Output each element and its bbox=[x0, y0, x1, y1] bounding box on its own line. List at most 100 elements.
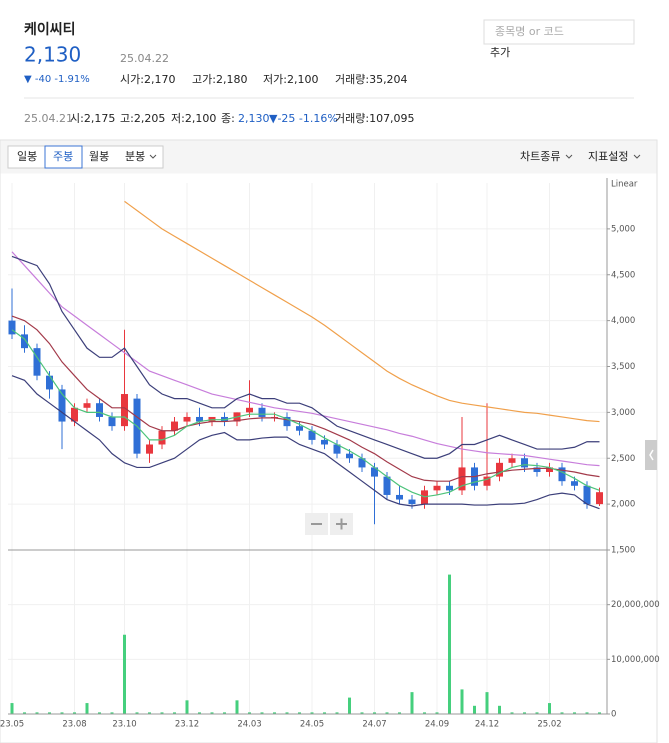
add-button[interactable]: 추가 bbox=[490, 46, 510, 59]
candle-body bbox=[521, 458, 528, 468]
zoom-in-icon bbox=[336, 518, 347, 530]
volume-bar bbox=[10, 703, 14, 714]
volume-bar bbox=[498, 705, 501, 714]
prev-field: 고:2,205 bbox=[120, 112, 165, 125]
volume-bar bbox=[435, 712, 439, 714]
volume-bar bbox=[85, 703, 89, 714]
scale-label: Linear bbox=[611, 180, 638, 190]
side-tab[interactable] bbox=[645, 440, 657, 470]
volume-bar bbox=[398, 712, 401, 714]
indicator-line bbox=[11, 375, 600, 510]
candle-body bbox=[358, 458, 366, 468]
x-tick-label: 24.07 bbox=[362, 720, 386, 730]
x-tick-label: 23.08 bbox=[62, 720, 86, 730]
prev-change: ▼-25 -1.16% bbox=[269, 112, 338, 125]
candle-body bbox=[383, 476, 391, 495]
candle-body bbox=[96, 403, 103, 417]
volume-bar bbox=[348, 697, 351, 714]
prev-field: 저:2,100 bbox=[171, 112, 216, 125]
volume-bar bbox=[360, 712, 364, 714]
candle-body bbox=[58, 389, 66, 422]
chevron bbox=[565, 154, 573, 159]
candle-body bbox=[571, 481, 578, 486]
volume-bar bbox=[560, 712, 564, 714]
x-tick-label: 25.02 bbox=[537, 720, 561, 730]
candle-body bbox=[121, 394, 128, 427]
indicator-line bbox=[11, 329, 600, 498]
volume-bar bbox=[485, 692, 489, 714]
candle-body bbox=[558, 467, 566, 482]
candle-body bbox=[33, 348, 41, 376]
candle-body bbox=[396, 494, 403, 500]
chevron bbox=[633, 154, 641, 159]
volume-bar bbox=[535, 712, 539, 714]
chart-frame bbox=[0, 139, 658, 743]
candle-body bbox=[21, 334, 28, 349]
candle-body bbox=[296, 426, 303, 431]
y-tick-label: 5,000 bbox=[611, 224, 635, 234]
volume-bar bbox=[460, 689, 464, 714]
candle-body bbox=[171, 421, 178, 431]
volume-bar bbox=[273, 712, 276, 714]
x-tick-label: 24.12 bbox=[475, 720, 499, 730]
x-tick-label: 24.03 bbox=[237, 720, 261, 730]
prev-volume: 거래량:107,095 bbox=[335, 112, 415, 125]
period-selected bbox=[44, 145, 83, 169]
prev-close-label: 종: bbox=[221, 112, 235, 125]
candle-body bbox=[258, 407, 266, 417]
candle-body bbox=[371, 467, 378, 477]
candle-body bbox=[108, 416, 116, 427]
quote-date: 25.04.22 bbox=[120, 52, 169, 65]
candle-body bbox=[196, 416, 203, 422]
indicator-line bbox=[11, 251, 600, 467]
candle-body bbox=[46, 375, 53, 390]
period-button[interactable]: 주봉 bbox=[53, 150, 73, 163]
volume-bar bbox=[410, 692, 414, 714]
volume-bar bbox=[260, 712, 264, 714]
volume-bar bbox=[210, 712, 214, 714]
period-button[interactable]: 분봉 bbox=[125, 150, 145, 163]
volume-bar bbox=[510, 712, 514, 714]
chart-type-menu[interactable]: 차트종류 bbox=[520, 150, 560, 163]
volume-bar bbox=[198, 712, 201, 714]
y-tick-label: 3,500 bbox=[611, 362, 635, 372]
quote-field: 저가:2,100 bbox=[263, 73, 318, 86]
volume-bar bbox=[598, 712, 601, 714]
candle-body bbox=[533, 467, 541, 473]
volume-bar bbox=[35, 712, 39, 714]
volume-bar bbox=[98, 712, 101, 714]
candle-body bbox=[408, 499, 416, 505]
x-tick-label: 23.05 bbox=[0, 720, 24, 730]
candle-body bbox=[158, 430, 166, 445]
volume-bar bbox=[223, 712, 226, 714]
quote-field: 시가:2,170 bbox=[120, 73, 175, 86]
volume-bar bbox=[185, 700, 189, 714]
volume-bar bbox=[60, 712, 64, 714]
search-box[interactable] bbox=[483, 19, 635, 45]
period-button[interactable]: 일봉 bbox=[17, 149, 37, 163]
y-tick-label: 4,000 bbox=[611, 316, 635, 326]
side-tab-arrow bbox=[649, 449, 654, 461]
volume-bar bbox=[573, 712, 576, 714]
volume-bar bbox=[23, 712, 26, 714]
candle-body bbox=[71, 407, 78, 422]
prev-field: 시:2,175 bbox=[70, 112, 115, 125]
volume-bar bbox=[523, 712, 526, 714]
stock-name: 케이씨티 bbox=[24, 21, 76, 38]
chevron bbox=[149, 154, 157, 159]
x-tick-label: 23.12 bbox=[175, 720, 199, 730]
candle-body bbox=[433, 485, 441, 491]
volume-bar bbox=[585, 712, 589, 714]
candle-body bbox=[346, 453, 353, 459]
indicator-menu[interactable]: 지표설정 bbox=[588, 150, 628, 163]
x-tick-label: 24.09 bbox=[425, 720, 449, 730]
y-tick-label: 2,000 bbox=[611, 500, 635, 510]
period-button[interactable]: 월봉 bbox=[89, 150, 109, 163]
indicator-line bbox=[11, 255, 600, 459]
y-tick-label: 3,000 bbox=[611, 408, 635, 418]
candle-body bbox=[308, 430, 316, 440]
candle-body bbox=[508, 458, 516, 463]
candle-body bbox=[283, 416, 291, 427]
volume-bar bbox=[323, 712, 326, 714]
